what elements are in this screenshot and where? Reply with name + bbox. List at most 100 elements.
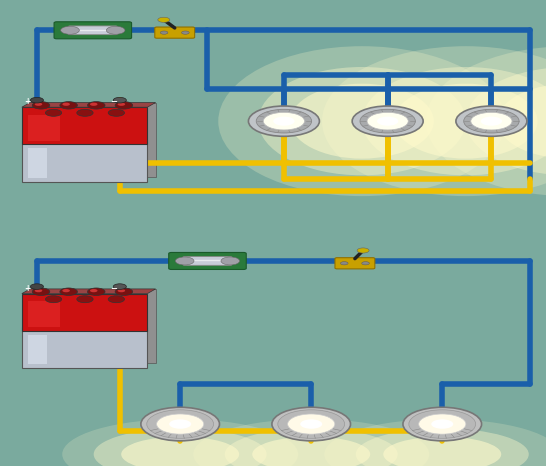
Circle shape [141, 407, 219, 441]
Circle shape [169, 419, 191, 429]
Polygon shape [22, 103, 156, 107]
Ellipse shape [394, 84, 538, 158]
Ellipse shape [94, 428, 266, 466]
Circle shape [274, 116, 295, 126]
Circle shape [377, 116, 399, 126]
Polygon shape [30, 289, 156, 363]
Ellipse shape [426, 46, 546, 196]
Circle shape [115, 102, 133, 109]
Circle shape [256, 110, 312, 133]
Ellipse shape [362, 67, 546, 175]
Circle shape [175, 257, 194, 265]
Ellipse shape [62, 419, 298, 466]
Circle shape [31, 284, 44, 289]
Text: −: − [110, 284, 117, 293]
Circle shape [288, 414, 335, 434]
Ellipse shape [324, 419, 546, 466]
Circle shape [32, 102, 50, 109]
Circle shape [158, 17, 170, 22]
Circle shape [60, 102, 78, 109]
Bar [22, 141, 147, 182]
Circle shape [481, 116, 502, 126]
Circle shape [77, 296, 93, 303]
Circle shape [248, 106, 319, 136]
Ellipse shape [322, 46, 546, 196]
Circle shape [90, 289, 98, 292]
FancyBboxPatch shape [155, 27, 194, 38]
Bar [28, 148, 47, 178]
Circle shape [113, 284, 126, 289]
Circle shape [357, 248, 369, 253]
Circle shape [157, 414, 204, 434]
FancyBboxPatch shape [335, 258, 375, 269]
FancyBboxPatch shape [183, 257, 232, 265]
Circle shape [272, 407, 351, 441]
FancyBboxPatch shape [54, 22, 132, 39]
Circle shape [62, 289, 70, 292]
Circle shape [117, 103, 125, 106]
Circle shape [31, 97, 44, 103]
Circle shape [161, 31, 168, 34]
Circle shape [90, 103, 98, 106]
Ellipse shape [121, 437, 239, 466]
Circle shape [35, 289, 42, 292]
Circle shape [117, 289, 125, 292]
Circle shape [77, 110, 93, 116]
Circle shape [108, 110, 124, 116]
Ellipse shape [356, 428, 529, 466]
Circle shape [403, 407, 482, 441]
Text: −: − [110, 97, 117, 106]
Circle shape [464, 110, 519, 133]
Bar [22, 294, 147, 331]
Circle shape [45, 110, 62, 116]
Ellipse shape [258, 67, 466, 175]
Ellipse shape [290, 84, 434, 158]
Ellipse shape [252, 437, 370, 466]
Polygon shape [22, 289, 156, 294]
Polygon shape [30, 103, 156, 177]
Circle shape [456, 106, 527, 136]
Circle shape [60, 288, 78, 295]
Circle shape [62, 103, 70, 106]
Bar [28, 115, 60, 141]
Circle shape [361, 262, 369, 265]
Ellipse shape [218, 46, 506, 196]
Circle shape [471, 112, 512, 130]
Circle shape [341, 262, 348, 265]
Circle shape [32, 288, 50, 295]
Circle shape [35, 103, 42, 106]
Text: +: + [25, 97, 31, 106]
Circle shape [221, 257, 240, 265]
Ellipse shape [466, 67, 546, 175]
Circle shape [409, 410, 476, 439]
Circle shape [113, 97, 126, 103]
Circle shape [419, 414, 466, 434]
Circle shape [87, 102, 105, 109]
Circle shape [352, 106, 423, 136]
Circle shape [300, 419, 322, 429]
Circle shape [147, 410, 213, 439]
Circle shape [106, 26, 125, 34]
FancyBboxPatch shape [169, 253, 246, 269]
Text: +: + [25, 284, 31, 293]
Circle shape [278, 410, 345, 439]
Bar [28, 301, 60, 327]
Circle shape [431, 419, 453, 429]
Ellipse shape [225, 428, 397, 466]
Circle shape [360, 110, 416, 133]
Circle shape [181, 31, 189, 34]
Circle shape [367, 112, 408, 130]
FancyBboxPatch shape [68, 26, 117, 34]
Circle shape [115, 288, 133, 295]
Circle shape [61, 26, 79, 34]
Ellipse shape [193, 419, 429, 466]
Circle shape [87, 288, 105, 295]
Bar [22, 327, 147, 368]
Bar [28, 335, 47, 364]
Ellipse shape [497, 84, 546, 158]
Ellipse shape [383, 437, 501, 466]
Bar [22, 107, 147, 144]
Circle shape [263, 112, 305, 130]
Circle shape [108, 296, 124, 303]
Circle shape [45, 296, 62, 303]
